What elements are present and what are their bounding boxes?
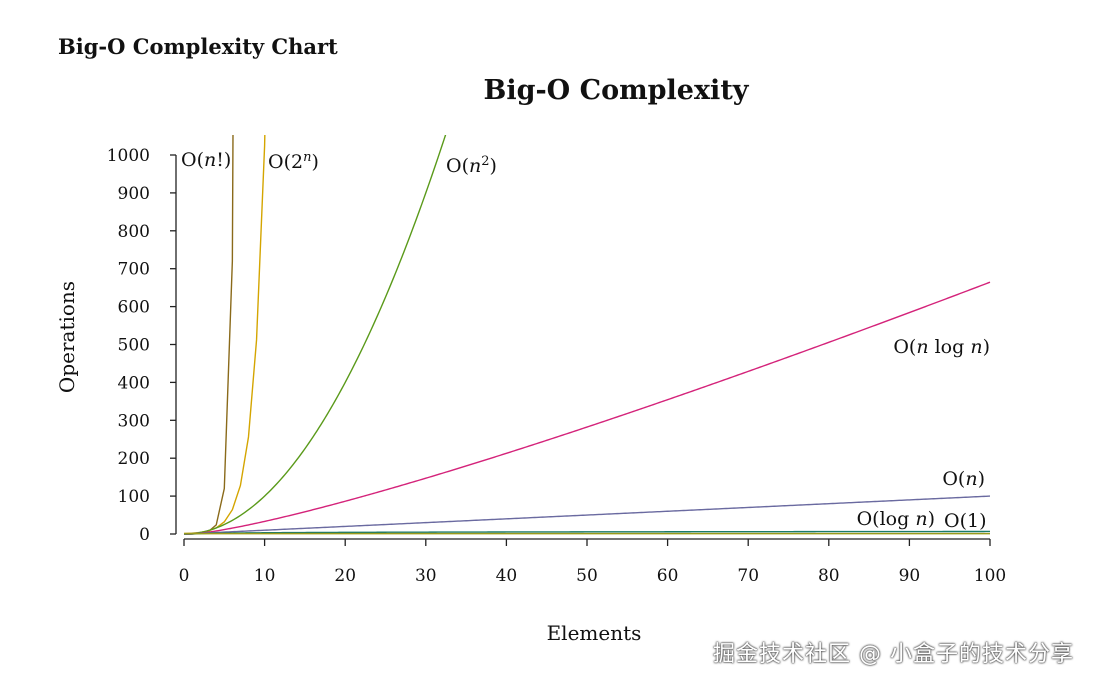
series-label-factorial: O(n!) bbox=[181, 149, 231, 171]
x-tick-label: 20 bbox=[334, 566, 356, 586]
x-tick-label: 70 bbox=[737, 566, 759, 586]
y-tick-label: 200 bbox=[118, 449, 150, 469]
series-line-factorial bbox=[184, 135, 234, 535]
watermark-text: 掘金技术社区 @ 小盒子的技术分享 bbox=[713, 642, 1074, 667]
x-axis-label: Elements bbox=[547, 621, 642, 645]
y-tick-label: 800 bbox=[118, 222, 150, 242]
y-tick-label: 0 bbox=[139, 525, 150, 545]
x-tick-label: 90 bbox=[899, 566, 921, 586]
series-label-part: log bbox=[929, 336, 971, 358]
series-label-part: n bbox=[469, 155, 481, 177]
y-tick-label: 300 bbox=[118, 411, 150, 431]
series-label-part: O(log bbox=[857, 508, 916, 530]
series-label-part: n bbox=[915, 508, 927, 530]
y-axis-label: Operations bbox=[55, 281, 79, 393]
y-tick-label: 100 bbox=[118, 487, 150, 507]
series-label-square: O(n2) bbox=[446, 154, 497, 178]
series-label-part: ) bbox=[490, 155, 497, 177]
series-label-linear: O(n) bbox=[942, 468, 985, 490]
series-label-part: O(1) bbox=[944, 510, 987, 532]
series-label-part: ) bbox=[928, 508, 935, 530]
series-label-part: n bbox=[965, 468, 977, 490]
series-line-linear bbox=[183, 495, 991, 535]
series-label-part: 2 bbox=[481, 154, 489, 169]
x-tick-label: 10 bbox=[254, 566, 276, 586]
series-line-nlogn bbox=[183, 281, 991, 535]
series-label-part: ) bbox=[978, 468, 985, 490]
x-tick-label: 100 bbox=[974, 566, 1006, 586]
series-label-nlogn: O(n log n) bbox=[893, 336, 990, 358]
series-label-part: n bbox=[204, 149, 216, 171]
series-line-log bbox=[184, 530, 990, 535]
series-label-part: n bbox=[916, 336, 928, 358]
series-line-square bbox=[183, 135, 447, 535]
x-tick-label: 30 bbox=[415, 566, 437, 586]
x-tick-label: 80 bbox=[818, 566, 840, 586]
series-label-log: O(log n) bbox=[857, 508, 935, 530]
series-label-part: O( bbox=[181, 149, 204, 171]
x-tick-label: 0 bbox=[179, 566, 190, 586]
series-label-exp2: O(2n) bbox=[268, 150, 319, 174]
x-tick-label: 60 bbox=[657, 566, 679, 586]
y-tick-label: 500 bbox=[118, 336, 150, 356]
x-tick-label: 50 bbox=[576, 566, 598, 586]
x-tick-label: 40 bbox=[496, 566, 518, 586]
y-tick-label: 1000 bbox=[107, 146, 150, 166]
axes-layer: 0 100 200 300 400 500 600 700 800 900 1000 0 10 20 30 4… bbox=[107, 146, 1006, 586]
y-tick-label: 600 bbox=[118, 298, 150, 318]
chart-title: Big-O Complexity bbox=[484, 75, 750, 106]
series-label-part: ) bbox=[311, 151, 318, 173]
y-tick-label: 400 bbox=[118, 373, 150, 393]
series-label-part: O( bbox=[446, 155, 469, 177]
series-label-part: O( bbox=[942, 468, 965, 490]
series-labels-layer: O(n!) O(2n) O(n2)O(n log n)O(n)O(log n) O(1… bbox=[181, 149, 990, 532]
y-tick-label: 900 bbox=[118, 184, 150, 204]
series-label-part: O( bbox=[893, 336, 916, 358]
page-heading: Big-O Complexity Chart bbox=[58, 34, 338, 59]
series-label-part: ) bbox=[983, 336, 990, 358]
y-tick-label: 700 bbox=[118, 260, 150, 280]
series-label-const: O(1) bbox=[944, 510, 987, 532]
plot-clip-group bbox=[183, 135, 991, 535]
series-label-part: !) bbox=[216, 149, 231, 171]
series-label-part: n bbox=[970, 336, 982, 358]
series-layer bbox=[183, 135, 991, 535]
series-label-part: n bbox=[303, 150, 311, 165]
series-label-part: O(2 bbox=[268, 151, 303, 173]
